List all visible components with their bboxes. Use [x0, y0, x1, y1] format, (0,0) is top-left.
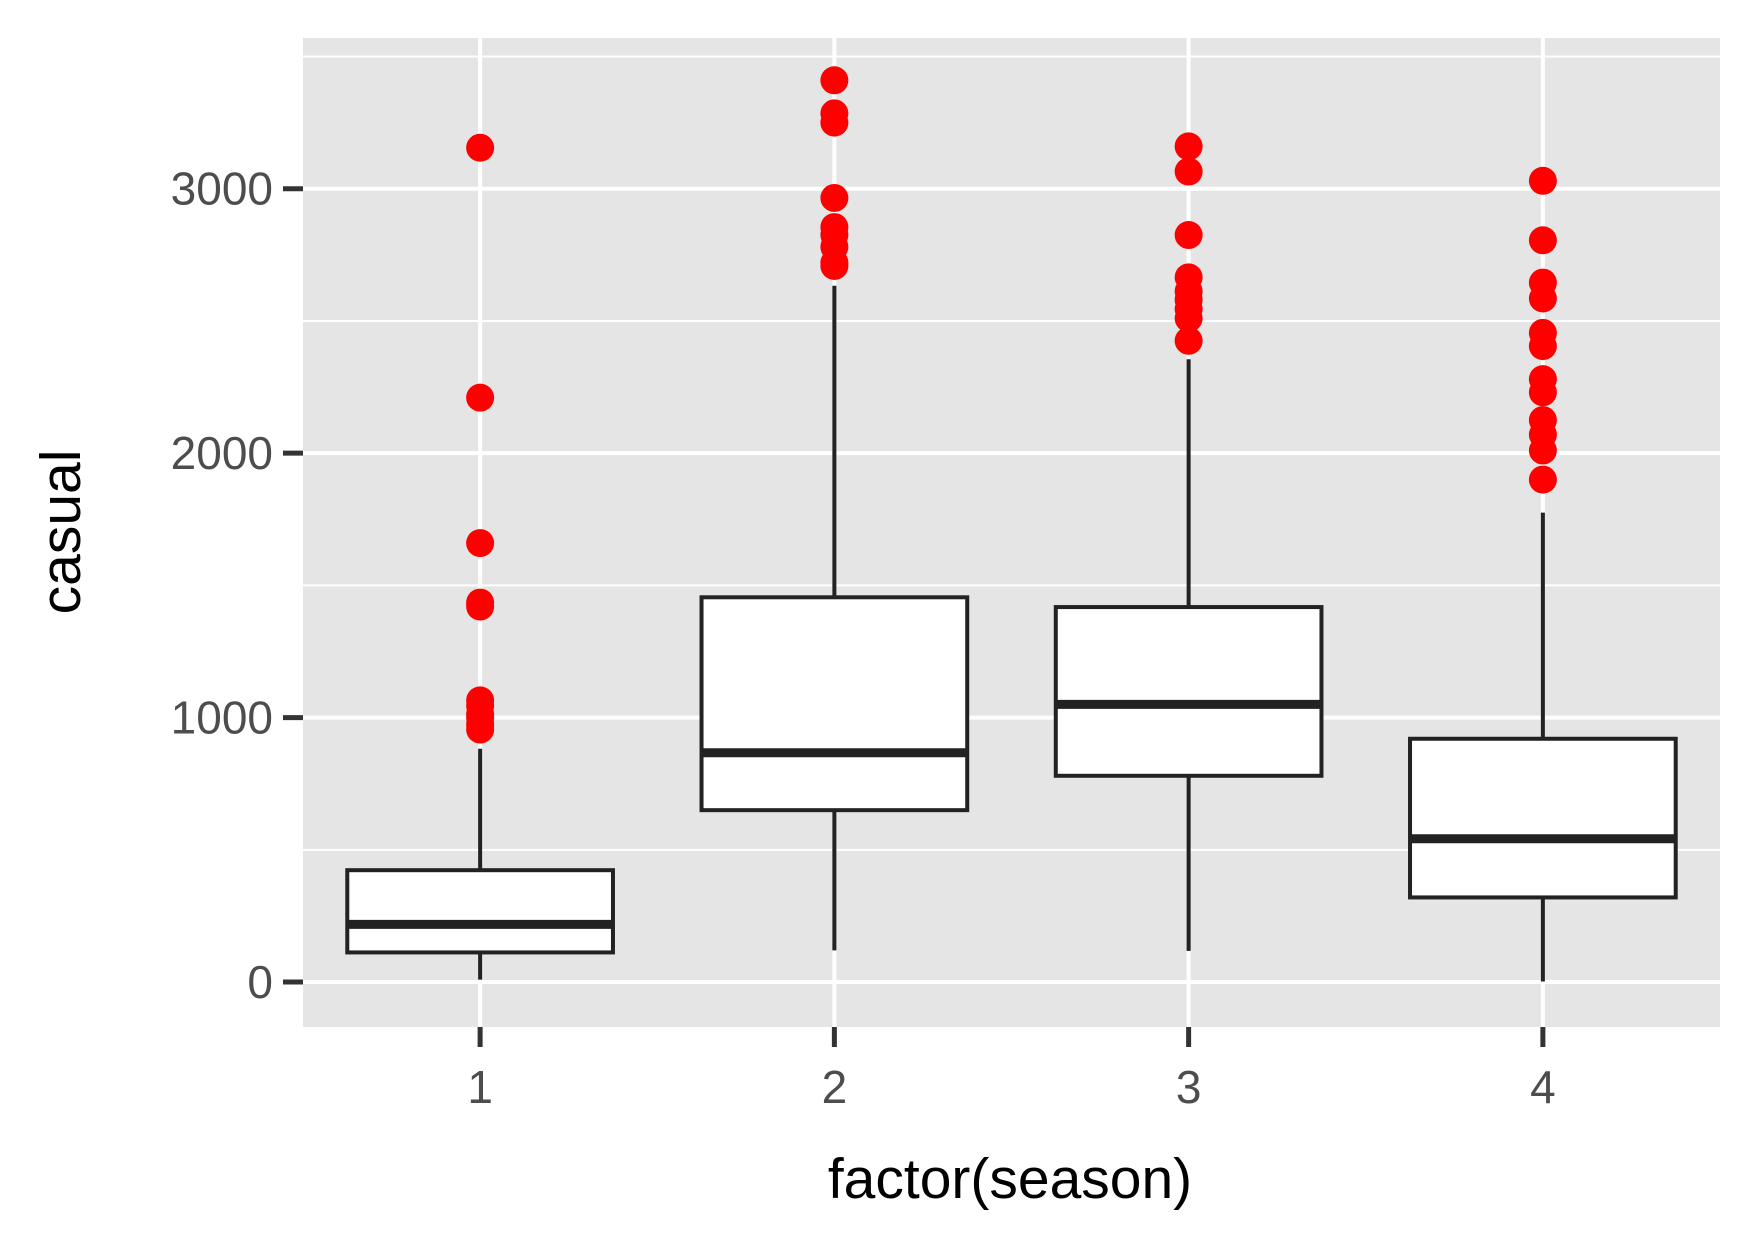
box-iqr	[345, 868, 615, 955]
y-tick-label: 1000	[171, 692, 273, 744]
outlier-point	[820, 183, 849, 212]
y-axis: 0 1000 2000 3000	[171, 163, 303, 1008]
outlier-point	[1528, 406, 1557, 435]
box-3	[1053, 359, 1324, 951]
outlier-point	[1528, 365, 1557, 394]
outlier-point	[1174, 263, 1203, 292]
y-axis-title: casual	[29, 450, 93, 615]
outlier-point	[820, 213, 849, 242]
x-axis-title: factor(season)	[828, 1147, 1192, 1211]
outlier-points	[466, 66, 1557, 744]
outlier-point	[820, 66, 849, 95]
outlier-point	[466, 529, 495, 558]
box-2	[699, 285, 970, 951]
box-1	[345, 748, 615, 980]
y-tick-label: 3000	[171, 163, 273, 215]
box-iqr	[1408, 736, 1678, 900]
y-tick-label: 2000	[171, 427, 273, 479]
y-tick-label: 0	[247, 956, 273, 1008]
box-iqr	[699, 595, 970, 813]
outlier-point	[1174, 157, 1203, 186]
outlier-point	[1174, 326, 1203, 355]
box-group	[345, 285, 1678, 982]
x-tick-label: 4	[1530, 1061, 1556, 1113]
outlier-point	[1174, 132, 1203, 161]
outlier-point	[466, 686, 495, 715]
box-iqr	[1053, 605, 1324, 778]
outlier-point	[820, 99, 849, 128]
outlier-point	[466, 588, 495, 617]
x-tick-label: 2	[822, 1061, 848, 1113]
x-axis: 1 2 3 4	[467, 1027, 1556, 1113]
outlier-point	[466, 133, 495, 162]
box-4	[1408, 512, 1678, 982]
outlier-point	[1528, 226, 1557, 255]
outlier-point	[1528, 318, 1557, 347]
x-tick-label: 1	[467, 1061, 493, 1113]
outlier-point	[1174, 221, 1203, 250]
outlier-point	[466, 383, 495, 412]
x-tick-label: 3	[1176, 1061, 1202, 1113]
outlier-point	[1528, 268, 1557, 297]
outlier-point	[1528, 166, 1557, 195]
outlier-point	[1528, 465, 1557, 494]
